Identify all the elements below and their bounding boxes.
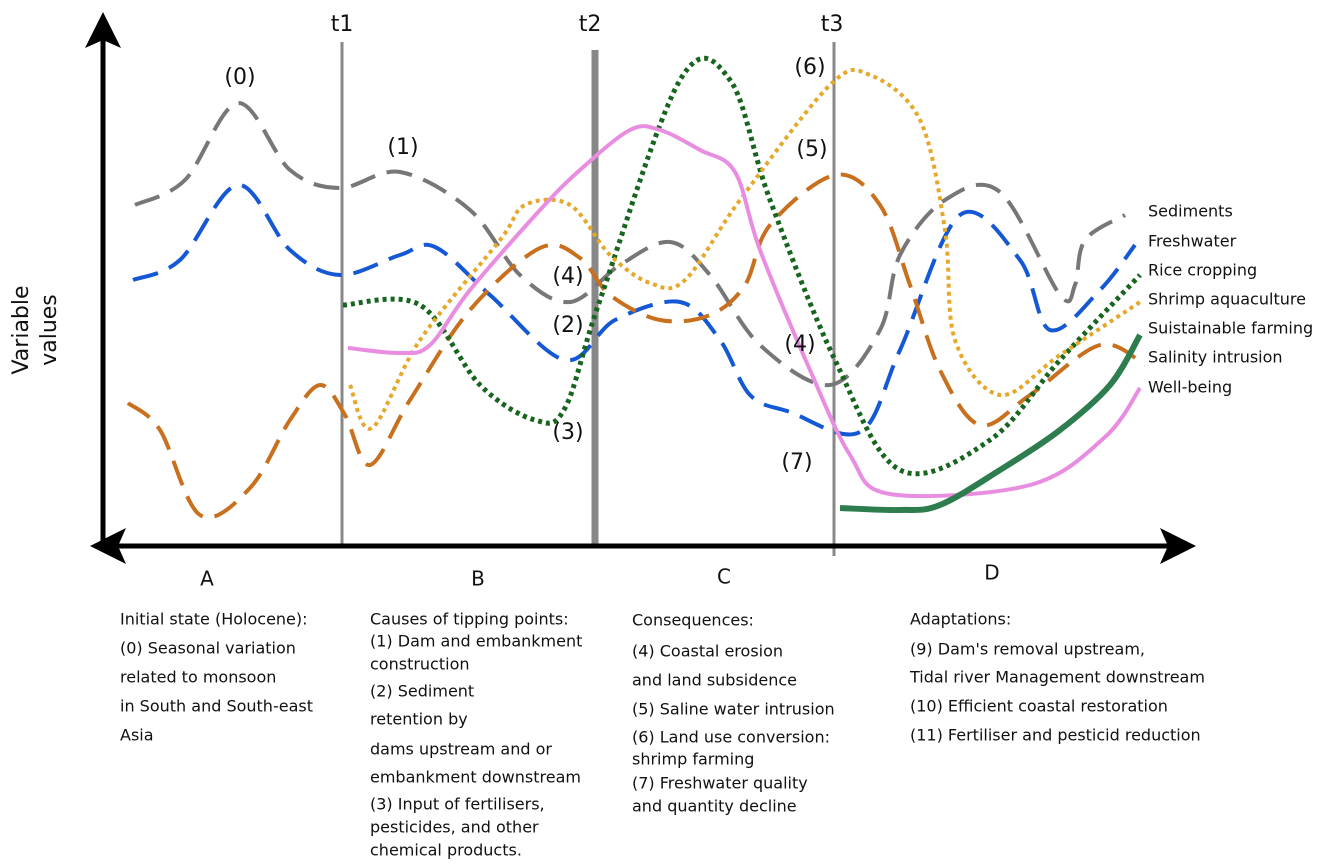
salinity-curve — [126, 172, 1147, 520]
annotation: (4) — [784, 332, 815, 357]
phase-description-line: (6) Land use conversion: — [632, 728, 830, 747]
phase-description-line: Adaptations: — [910, 610, 1011, 629]
phase-description-line: and land subsidence — [632, 671, 797, 690]
phase-letter: B — [471, 567, 485, 591]
time-marker: t3 — [821, 12, 844, 37]
annotation: (6) — [794, 55, 825, 80]
legend-entry: Well-being — [1148, 378, 1232, 397]
legend-entry: Sediments — [1148, 202, 1233, 221]
annotation: (5) — [796, 137, 827, 162]
phase-description-line: Tidal river Management downstream — [909, 668, 1205, 687]
annotation: (2) — [552, 313, 583, 338]
rice-curve — [342, 55, 1142, 477]
legend-entry: Suistainable farming — [1148, 319, 1313, 338]
phase-letter: A — [200, 567, 214, 591]
phase-description-line: shrimp farming — [632, 750, 754, 769]
phase-description-line: (9) Dam's removal upstream, — [910, 640, 1145, 659]
shrimp-curve — [348, 68, 1142, 431]
legend-entry: Salinity intrusion — [1148, 348, 1283, 367]
annotation: (0) — [224, 65, 255, 90]
phase-description-line: Initial state (Holocene): — [120, 610, 308, 629]
sediments-curve — [134, 101, 1127, 388]
phase-description-line: (0) Seasonal variation — [120, 639, 296, 658]
phase-description-line: (10) Efficient coastal restoration — [910, 697, 1168, 716]
phase-description-line: (1) Dam and embankment — [370, 632, 582, 651]
phase-description-line: (11) Fertiliser and pesticid reduction — [910, 726, 1201, 745]
y-axis-label-line: Variable — [9, 285, 34, 374]
phase-description-line: (4) Coastal erosion — [632, 642, 783, 661]
annotation: (7) — [781, 450, 812, 475]
phase-description-line: Consequences: — [632, 611, 754, 630]
phase-description-line: (7) Freshwater quality — [632, 774, 808, 793]
phase-description-line: and quantity decline — [632, 797, 797, 816]
y-arrow — [85, 12, 121, 48]
y-axis-label-line: values — [37, 294, 62, 366]
phase-description-line: pesticides, and other — [370, 818, 539, 837]
phase-description-line: Asia — [120, 726, 154, 745]
sustainable-curve — [839, 333, 1143, 514]
annotation: (1) — [387, 135, 418, 160]
legend-entry: Rice cropping — [1148, 261, 1257, 280]
phase-description-line: embankment downstream — [370, 768, 581, 787]
y-axis-label: Variable values — [9, 285, 62, 374]
phase-description-line: (2) Sediment — [370, 682, 474, 701]
phase-letter: D — [984, 561, 999, 585]
phase-description-line: related to monsoon — [120, 668, 276, 687]
annotation: (4) — [552, 264, 583, 289]
x-arrow-left — [90, 528, 126, 564]
wellbeing-curve — [347, 124, 1142, 499]
phase-description-line: (3) Input of fertilisers, — [370, 795, 545, 814]
phase-description-line: chemical products. — [370, 841, 522, 860]
legend-entry: Shrimp aquaculture — [1148, 290, 1306, 309]
time-marker: t2 — [579, 12, 602, 37]
phase-description-line: retention by — [370, 710, 468, 729]
phase-description-line: (5) Saline water intrusion — [632, 700, 835, 719]
freshwater-curve — [132, 183, 1137, 437]
phase-letter: C — [717, 565, 731, 589]
phase-description-line: Causes of tipping points: — [370, 610, 569, 629]
time-marker: t1 — [331, 12, 354, 37]
curves — [126, 55, 1147, 520]
x-arrow-right — [1160, 528, 1196, 564]
phase-description-line: dams upstream and or — [370, 740, 552, 759]
phase-description-line: in South and South-east — [120, 697, 313, 716]
phase-description-line: construction — [370, 655, 470, 674]
legend-entry: Freshwater — [1148, 232, 1237, 251]
annotation: (3) — [552, 420, 583, 445]
